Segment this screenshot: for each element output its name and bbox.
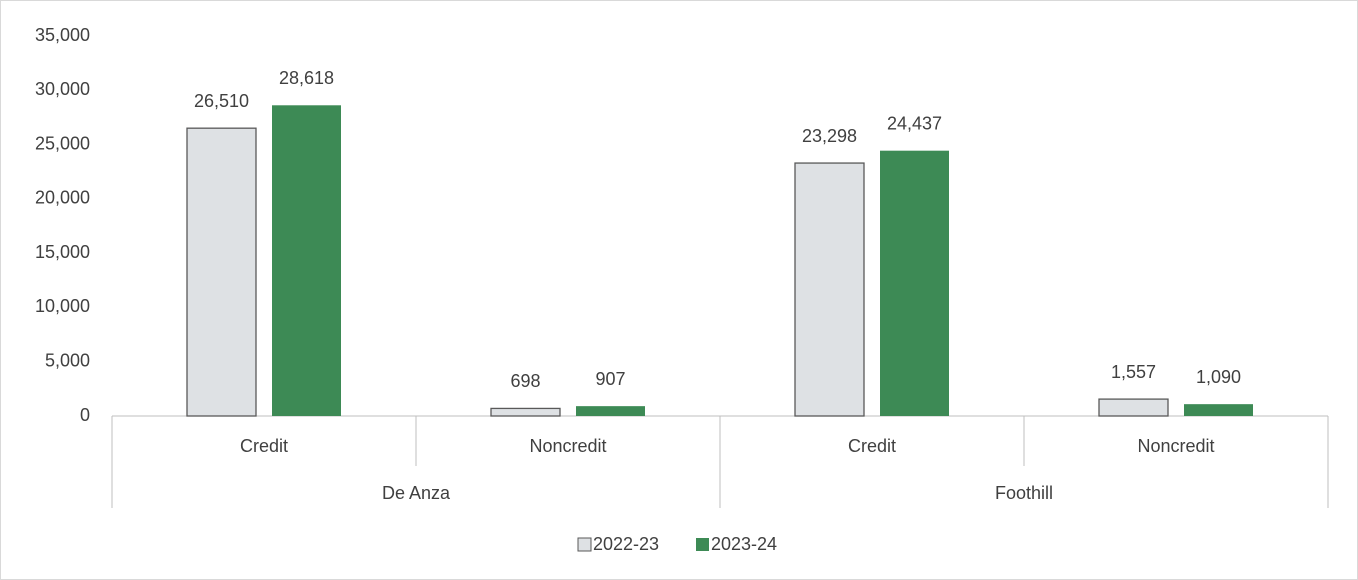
y-tick-label: 10,000 — [35, 296, 90, 316]
x-tick-label: Noncredit — [529, 436, 606, 456]
data-label: 26,510 — [194, 91, 249, 111]
bar — [490, 407, 561, 417]
group-label: De Anza — [382, 483, 451, 503]
bar — [1098, 398, 1169, 417]
bar — [576, 406, 645, 416]
legend-label: 2022-23 — [593, 534, 659, 554]
data-label: 24,437 — [887, 113, 942, 133]
bar — [794, 162, 865, 417]
legend-swatch — [696, 538, 709, 551]
data-label: 1,090 — [1196, 367, 1241, 387]
data-label: 698 — [510, 371, 540, 391]
y-tick-label: 35,000 — [35, 25, 90, 45]
y-tick-label: 0 — [80, 405, 90, 425]
x-tick-label: Credit — [848, 436, 896, 456]
data-label: 23,298 — [802, 126, 857, 146]
y-tick-label: 25,000 — [35, 133, 90, 153]
legend-label: 2023-24 — [711, 534, 777, 554]
data-label: 1,557 — [1111, 362, 1156, 382]
data-label: 907 — [595, 369, 625, 389]
bar — [1184, 404, 1253, 416]
y-tick-label: 5,000 — [45, 350, 90, 370]
x-tick-label: Credit — [240, 436, 288, 456]
y-tick-label: 30,000 — [35, 79, 90, 99]
data-label: 28,618 — [279, 68, 334, 88]
bar — [272, 105, 341, 416]
y-tick-label: 20,000 — [35, 188, 90, 208]
legend-swatch — [577, 537, 592, 552]
x-tick-label: Noncredit — [1137, 436, 1214, 456]
bar — [186, 127, 257, 417]
y-tick-label: 15,000 — [35, 242, 90, 262]
bar — [880, 150, 949, 416]
group-label: Foothill — [995, 483, 1053, 503]
